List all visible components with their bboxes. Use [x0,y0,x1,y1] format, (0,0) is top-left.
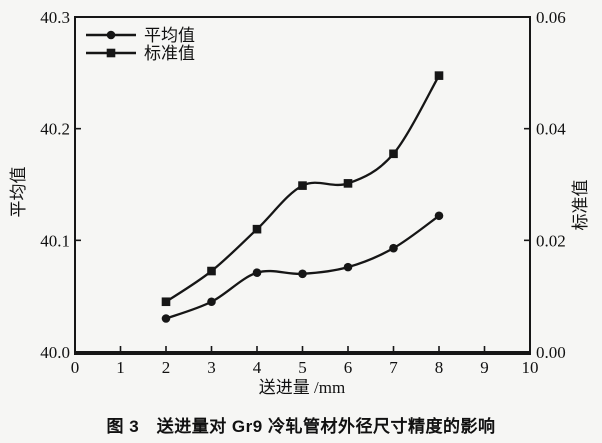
series-0-marker-circle [389,243,398,253]
series-1-marker-square [252,224,262,234]
series-0-marker-circle [252,268,262,278]
y-right-tick-label: 0.00 [536,343,566,362]
series-1-marker-square [389,149,398,159]
y-right-axis-title: 标准值 [571,180,590,231]
y-right-tick-label: 0.06 [536,8,566,27]
legend-label: 平均值 [144,26,195,45]
x-axis-title: 送进量 /mm [259,378,345,397]
legend-circle-marker-icon [106,30,116,40]
series-1-marker-square [207,266,216,276]
series-0-marker-circle [161,314,171,323]
series-1-marker-square [434,71,444,80]
x-tick-label: 10 [522,358,539,377]
x-tick-label: 9 [480,358,489,377]
series-0-marker-circle [434,211,444,221]
x-tick-label: 0 [71,358,80,377]
x-tick-label: 7 [389,358,398,377]
series-1-marker-square [343,179,353,188]
figure-caption: 图 3 送进量对 Gr9 冷轧管材外径尺寸精度的影响 [106,417,496,436]
x-tick-label: 1 [116,358,125,377]
x-tick-label: 4 [253,358,262,377]
y-left-tick-label: 40.3 [40,8,70,27]
series-1-marker-square [161,297,171,307]
y-left-tick-label: 40.1 [40,231,70,250]
y-right-tick-label: 0.04 [536,120,566,139]
x-tick-label: 2 [162,358,171,377]
series-0-marker-circle [207,297,216,307]
legend-label: 标准值 [144,44,195,63]
y-right-tick-label: 0.02 [536,231,566,250]
y-left-tick-label: 40.0 [40,343,70,362]
y-left-axis-title: 平均值 [9,167,28,218]
series-0-marker-circle [298,269,307,279]
line-chart: 0 1 2 3 4 5 6 7 8 9 10 40.0 40.1 40.2 40.3 0.00 0.02 0.04… [9,8,590,397]
y-left-tick-label: 40.2 [40,120,70,139]
x-tick-label: 8 [435,358,444,377]
legend-square-marker-icon [106,48,116,58]
x-tick-label: 6 [344,358,353,377]
series-0-line [165,214,440,320]
x-tick-label: 3 [207,358,216,377]
series-1-marker-square [298,181,307,190]
x-tick-label: 5 [298,358,307,377]
series-0-marker-circle [343,262,353,272]
